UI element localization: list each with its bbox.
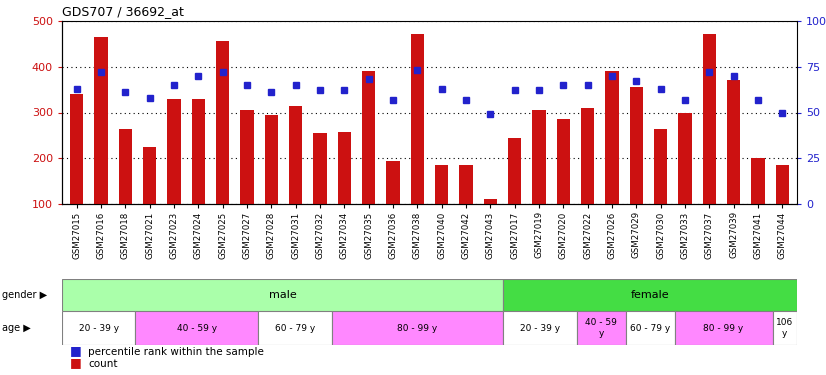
Bar [577,311,625,345]
Bar [727,80,740,204]
Text: percentile rank within the sample: percentile rank within the sample [88,347,264,357]
Text: 40 - 59
y: 40 - 59 y [585,318,617,338]
Bar [62,279,503,311]
Bar [776,165,789,204]
Bar [503,311,577,345]
Bar [678,112,692,204]
Bar [459,165,472,204]
Text: 40 - 59 y: 40 - 59 y [177,324,216,333]
Bar [508,138,521,204]
Text: 60 - 79 y: 60 - 79 y [630,324,670,333]
Bar [143,147,156,204]
Bar [772,311,797,345]
Text: male: male [268,290,297,300]
Bar [557,119,570,204]
Bar [362,71,375,204]
Text: GDS707 / 36692_at: GDS707 / 36692_at [62,5,184,18]
Bar [240,110,254,204]
Text: gender ▶: gender ▶ [2,290,47,300]
Bar [435,165,449,204]
Bar [675,311,772,345]
Bar [192,99,205,204]
Bar [752,159,765,204]
Text: count: count [88,359,118,369]
Text: 80 - 99 y: 80 - 99 y [397,324,438,333]
Bar [605,71,619,204]
Bar [119,129,132,204]
Bar [167,99,181,204]
Bar [654,129,667,204]
Bar [62,311,135,345]
Text: 60 - 79 y: 60 - 79 y [274,324,315,333]
Bar [703,34,716,204]
Text: female: female [631,290,669,300]
Bar [533,110,546,204]
Bar [70,94,83,204]
Text: 80 - 99 y: 80 - 99 y [704,324,743,333]
Bar [503,279,797,311]
Bar [484,199,497,204]
Text: 20 - 39 y: 20 - 39 y [520,324,560,333]
Bar [411,34,424,204]
Bar [216,41,230,204]
Bar [629,87,643,204]
Bar [387,161,400,204]
Bar [338,132,351,204]
Bar [94,37,107,204]
Bar [313,133,326,204]
Bar [581,108,595,204]
Text: age ▶: age ▶ [2,323,31,333]
Bar [331,311,503,345]
Bar [135,311,258,345]
Bar [258,311,331,345]
Text: 20 - 39 y: 20 - 39 y [78,324,119,333]
Text: 106
y: 106 y [776,318,794,338]
Bar [625,311,675,345]
Text: ■: ■ [70,356,82,369]
Bar [289,106,302,204]
Text: ■: ■ [70,344,82,357]
Bar [264,115,278,204]
